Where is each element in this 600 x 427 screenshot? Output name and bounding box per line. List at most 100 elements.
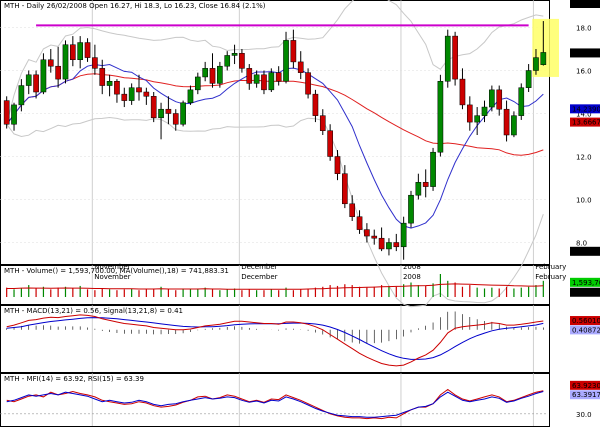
candle-body bbox=[511, 115, 517, 136]
month-label: February bbox=[535, 263, 566, 271]
price-y-tick: 16.0 bbox=[576, 68, 592, 76]
volume-bar bbox=[454, 282, 456, 297]
volume-bar bbox=[476, 287, 478, 297]
candle-body bbox=[466, 104, 473, 123]
volume-bar bbox=[344, 284, 346, 297]
mfi-label-value-bg bbox=[570, 380, 600, 390]
mfi-label-value: 63.9230 bbox=[572, 382, 600, 390]
volume-bar bbox=[373, 286, 375, 297]
candle-body bbox=[283, 40, 289, 82]
price-y-tick: 8.0 bbox=[576, 240, 587, 248]
volume-bar bbox=[491, 287, 493, 297]
candle-body bbox=[47, 59, 54, 67]
volume-bar bbox=[285, 287, 287, 297]
price-panel bbox=[0, 0, 550, 265]
candle-body bbox=[356, 216, 363, 230]
volume-bar bbox=[131, 288, 133, 297]
volume-bar bbox=[505, 286, 508, 297]
candle-body bbox=[297, 61, 304, 73]
volume-bar bbox=[233, 288, 236, 297]
volume-label-current-bg bbox=[570, 277, 600, 287]
candle-body bbox=[319, 115, 326, 131]
candle-body bbox=[327, 130, 333, 157]
volume-bar bbox=[278, 290, 280, 297]
rsi-label-value: 63.3917 bbox=[572, 391, 600, 399]
volume-bar bbox=[461, 286, 464, 297]
candle-body bbox=[158, 108, 164, 119]
volume-bar bbox=[447, 280, 449, 297]
price-label-high-bg bbox=[570, 0, 600, 8]
candle-body bbox=[121, 93, 128, 101]
bollinger-lower-line bbox=[6, 116, 544, 308]
candle-body bbox=[371, 235, 378, 239]
candle-body bbox=[386, 242, 392, 250]
volume-bar bbox=[439, 274, 442, 297]
volume-bar bbox=[116, 290, 118, 297]
volume-bar bbox=[366, 287, 368, 297]
volume-label-ma-bg bbox=[570, 287, 600, 297]
candle-body bbox=[290, 40, 297, 63]
candle-body bbox=[364, 229, 370, 237]
volume-bar bbox=[322, 286, 324, 297]
candle-body bbox=[92, 57, 98, 69]
volume-bar bbox=[263, 290, 265, 297]
price-label-ma-short-bg bbox=[570, 104, 600, 114]
volume-bar bbox=[248, 289, 250, 297]
candle-body bbox=[143, 91, 150, 97]
macd-label-value: 0.56010 bbox=[572, 317, 600, 325]
candle-body bbox=[165, 108, 172, 114]
candle-body bbox=[459, 78, 466, 106]
volume-bar bbox=[300, 289, 302, 297]
candle-body bbox=[342, 173, 348, 205]
volume-bar bbox=[417, 285, 419, 297]
candle-body bbox=[334, 156, 341, 174]
candle-body bbox=[474, 115, 480, 123]
price-y-tick: 12.0 bbox=[576, 154, 592, 162]
candle-body bbox=[261, 74, 267, 91]
candle-body bbox=[33, 74, 39, 93]
volume-label-current: 1,593,70 bbox=[572, 279, 600, 287]
macd-label-value-bg bbox=[570, 316, 600, 326]
candle-body bbox=[172, 113, 179, 125]
mfi-y-tick: 30.0 bbox=[576, 411, 592, 419]
candle-body bbox=[400, 222, 407, 248]
candle-body bbox=[114, 81, 120, 95]
candle-body bbox=[393, 242, 400, 248]
candle-body bbox=[62, 44, 69, 80]
volume-bar bbox=[226, 289, 228, 297]
volume-bar bbox=[50, 289, 52, 297]
candle-body bbox=[253, 74, 260, 84]
volume-panel-title: MTH - Volume() = 1,593,700.00, MA(Volume… bbox=[4, 267, 229, 275]
volume-bar bbox=[101, 288, 103, 297]
rsi-label-value-bg bbox=[570, 390, 600, 400]
volume-bar bbox=[145, 289, 147, 297]
candle-body bbox=[496, 89, 503, 110]
volume-bar bbox=[256, 290, 258, 297]
price-label-ma-long-bg bbox=[570, 117, 600, 127]
month-label: December bbox=[241, 263, 277, 271]
candle-body bbox=[209, 68, 216, 84]
candle-body bbox=[349, 203, 356, 217]
volume-bar bbox=[20, 288, 22, 297]
candle-body bbox=[3, 100, 10, 125]
volume-bar bbox=[167, 289, 170, 297]
volume-bar bbox=[108, 289, 111, 297]
price-y-tick: 10.0 bbox=[576, 197, 592, 205]
month-label: December bbox=[241, 273, 277, 281]
volume-bar bbox=[307, 288, 309, 297]
volume-bar bbox=[241, 290, 243, 297]
volume-bar bbox=[403, 284, 405, 297]
candle-body bbox=[408, 194, 414, 224]
volume-bar bbox=[79, 285, 81, 297]
volume-bar bbox=[388, 285, 390, 297]
candle-body bbox=[489, 89, 495, 108]
volume-bar bbox=[358, 286, 361, 297]
candle-body bbox=[415, 182, 422, 196]
price-label-low-bg bbox=[570, 246, 600, 256]
volume-bar bbox=[86, 289, 89, 297]
candle-body bbox=[246, 68, 253, 84]
volume-bar bbox=[94, 290, 96, 297]
candle-body bbox=[150, 96, 157, 119]
volume-bar bbox=[72, 288, 74, 297]
